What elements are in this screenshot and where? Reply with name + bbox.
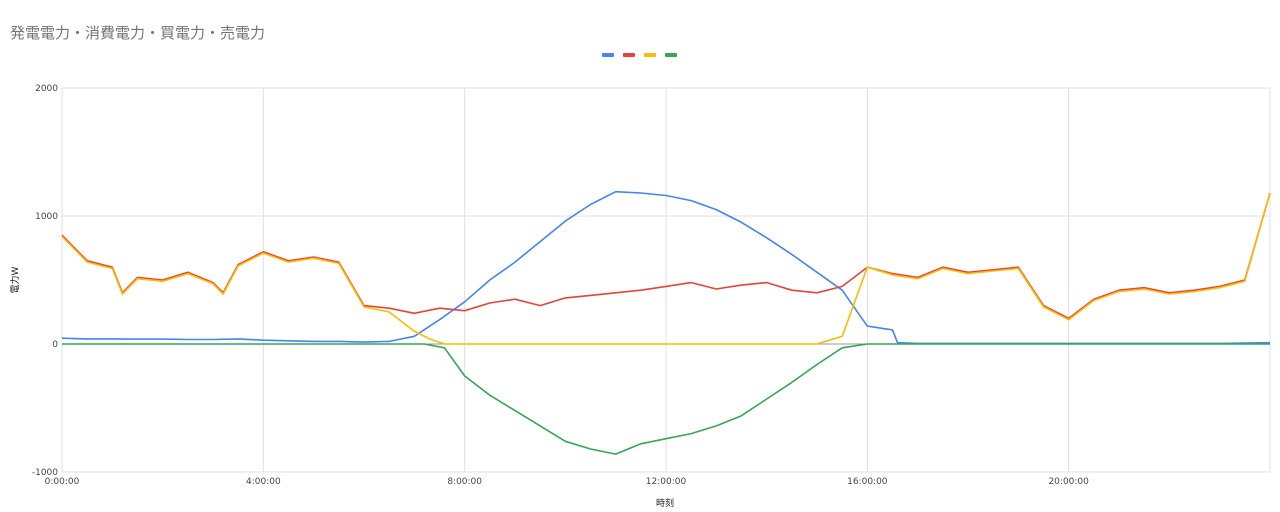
legend-swatch-1[interactable]	[602, 53, 614, 57]
y-tick-label: 2000	[35, 84, 58, 94]
y-tick-label: 1000	[35, 212, 58, 222]
y-axis-label: 電力W	[9, 266, 21, 293]
legend-swatch-2[interactable]	[623, 53, 635, 57]
legend[interactable]	[602, 53, 677, 57]
series-line-4	[62, 343, 1270, 455]
y-tick-label: 0	[52, 340, 58, 350]
x-tick-label: 8:00:00	[447, 477, 482, 487]
series-line-3	[61, 192, 1271, 345]
x-axis-label: 時刻	[656, 497, 674, 509]
gridlines	[61, 87, 1271, 473]
y-tick-label: -1000	[32, 468, 58, 478]
x-tick-labels: 0:00:00 4:00:00 8:00:00 12:00:00 16:00:00 20:…	[45, 477, 1090, 487]
x-tick-label: 4:00:00	[246, 477, 281, 487]
series-lines	[61, 190, 1271, 455]
x-tick-label: 20:00:00	[1048, 477, 1089, 487]
y-tick-labels: 2000 1000 0 -1000	[32, 84, 58, 478]
x-tick-label: 0:00:00	[45, 477, 80, 487]
x-tick-label: 12:00:00	[646, 477, 687, 487]
series-line-2	[61, 192, 1271, 320]
legend-swatch-3[interactable]	[644, 53, 656, 57]
chart-title: 発電電力・消費電力・買電力・売電力	[10, 24, 266, 42]
legend-swatch-4[interactable]	[665, 53, 677, 57]
x-tick-label: 16:00:00	[847, 477, 888, 487]
